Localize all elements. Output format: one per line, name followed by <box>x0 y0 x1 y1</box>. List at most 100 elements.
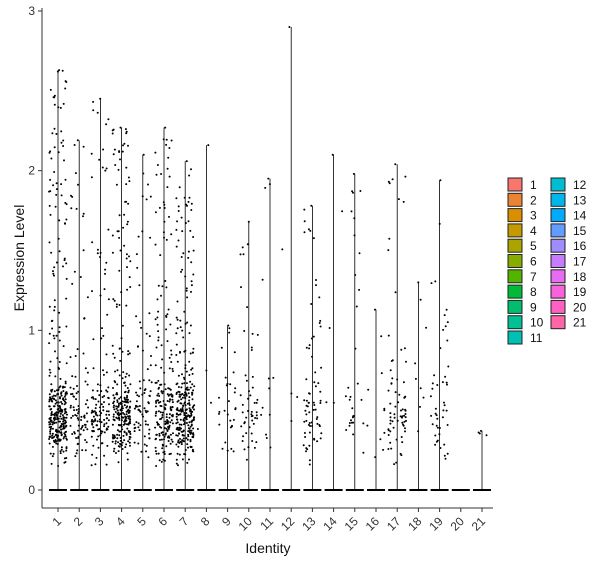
data-point <box>91 409 94 412</box>
data-point <box>155 433 158 436</box>
data-point <box>250 349 253 351</box>
data-point <box>49 423 52 426</box>
data-point <box>169 323 172 326</box>
data-point <box>158 432 161 435</box>
jitter-points <box>48 26 488 467</box>
data-point <box>176 382 179 385</box>
data-point <box>137 422 140 425</box>
data-point <box>97 446 100 449</box>
data-point <box>143 392 146 394</box>
data-point <box>157 387 160 390</box>
data-point <box>187 250 190 253</box>
data-point <box>96 383 99 386</box>
legend-key-11 <box>507 330 523 345</box>
data-point <box>125 183 128 186</box>
data-point <box>165 138 168 141</box>
y-tick-label: 0 <box>28 483 35 497</box>
data-point <box>128 431 131 434</box>
data-point <box>169 406 172 409</box>
data-point <box>175 228 178 231</box>
data-point <box>316 416 319 419</box>
data-point <box>53 417 56 420</box>
data-point <box>50 412 53 415</box>
data-point <box>60 410 62 413</box>
data-point <box>48 342 51 345</box>
data-point <box>210 401 212 404</box>
data-point <box>48 400 51 403</box>
data-point <box>116 412 119 415</box>
data-point <box>352 433 355 436</box>
data-point <box>116 401 119 403</box>
data-point <box>61 423 64 426</box>
data-point <box>114 164 117 166</box>
data-point <box>189 432 192 435</box>
data-point <box>164 388 167 391</box>
data-point <box>106 313 109 316</box>
data-point <box>118 214 121 217</box>
data-point <box>128 352 131 355</box>
data-point <box>63 457 66 460</box>
data-point <box>62 424 65 427</box>
data-point <box>64 382 67 385</box>
data-point <box>113 434 116 437</box>
data-point <box>52 405 55 408</box>
data-point <box>116 399 119 402</box>
data-point <box>255 401 258 404</box>
data-point <box>403 414 406 417</box>
data-point <box>172 432 174 435</box>
x-tick-label: 15 <box>342 514 362 534</box>
data-point <box>53 299 56 302</box>
data-point <box>137 235 140 238</box>
data-point <box>64 380 67 383</box>
data-point <box>101 396 104 399</box>
data-point <box>154 446 157 449</box>
data-point <box>177 210 180 212</box>
data-point <box>170 438 173 441</box>
data-point <box>164 280 167 282</box>
data-point <box>190 368 193 371</box>
x-tick-label: 7 <box>177 514 192 529</box>
data-point <box>70 393 72 396</box>
data-point <box>92 397 95 400</box>
data-point <box>180 398 183 401</box>
data-point <box>77 412 79 415</box>
data-point <box>170 349 173 352</box>
data-point <box>105 389 108 392</box>
data-point <box>119 359 122 362</box>
data-point <box>58 361 61 363</box>
data-point <box>55 442 58 445</box>
data-point <box>65 421 67 424</box>
data-point <box>149 390 152 393</box>
x-tick-label: 5 <box>134 514 149 529</box>
data-point <box>176 418 178 421</box>
data-point <box>160 366 163 369</box>
data-point <box>91 423 94 426</box>
data-point <box>54 350 56 353</box>
data-point <box>419 405 421 408</box>
data-point <box>48 368 51 371</box>
data-point <box>250 346 253 349</box>
data-point <box>250 410 253 413</box>
data-point <box>50 414 53 417</box>
data-point <box>118 347 121 350</box>
data-point <box>176 220 179 223</box>
data-point <box>366 424 369 427</box>
data-point <box>65 430 67 433</box>
data-point <box>434 407 437 410</box>
data-point <box>75 414 78 417</box>
data-point <box>148 312 151 315</box>
data-point <box>100 442 103 445</box>
data-point <box>105 410 108 413</box>
data-point <box>183 453 186 455</box>
data-point <box>256 333 259 336</box>
data-point <box>189 380 192 383</box>
data-point <box>122 411 124 414</box>
data-point <box>144 420 147 423</box>
data-point <box>127 353 130 356</box>
data-point <box>305 419 308 422</box>
data-point <box>116 405 119 408</box>
data-point <box>52 439 55 442</box>
data-point <box>102 409 105 412</box>
data-point <box>158 459 161 462</box>
data-point <box>125 132 128 135</box>
